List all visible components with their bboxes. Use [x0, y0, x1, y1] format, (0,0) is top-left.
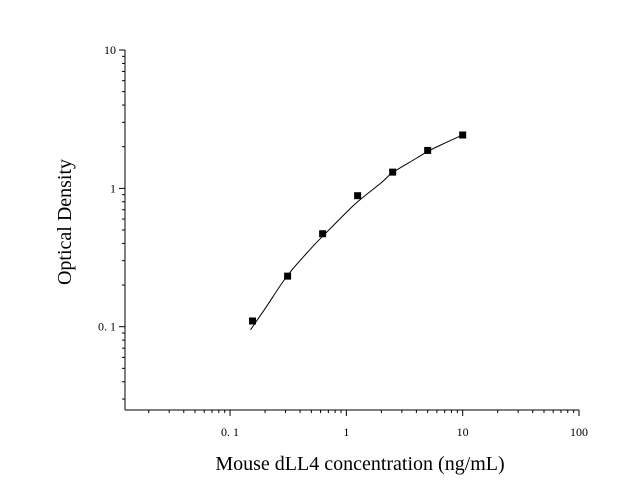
x-tick-label: 1 [343, 425, 349, 439]
x-tick-label: 0. 1 [221, 425, 239, 439]
x-axis-title: Mouse dLL4 concentration (ng/mL) [215, 453, 504, 475]
data-point [249, 317, 257, 325]
data-point [389, 168, 397, 176]
data-point [424, 146, 432, 154]
data-point [354, 192, 362, 200]
y-axis-ticks: 0. 1 1 10 [98, 43, 125, 400]
y-tick-label: 1 [110, 181, 116, 195]
data-point [459, 131, 467, 139]
x-tick-label: 100 [570, 425, 588, 439]
data-points [249, 131, 467, 325]
fit-curve [250, 134, 463, 331]
y-tick-label: 0. 1 [98, 320, 116, 334]
data-point [319, 230, 327, 238]
x-axis-ticks: 0. 1 1 10 100 [148, 410, 588, 439]
x-tick-label: 10 [457, 425, 469, 439]
data-point [284, 272, 292, 280]
y-axis-title: Optical Density [54, 159, 76, 285]
y-tick-label: 10 [104, 43, 116, 57]
